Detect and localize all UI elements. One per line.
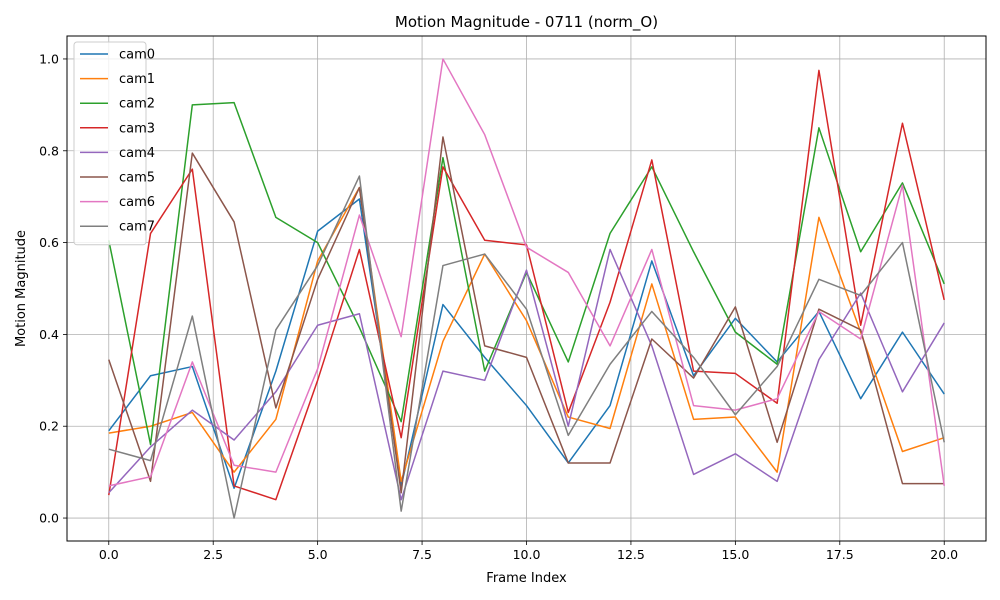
legend-label-cam3: cam3: [119, 121, 155, 136]
y-tick-label: 0.6: [39, 235, 59, 250]
y-axis-ticks: 0.0 0.2 0.4 0.6 0.8 1.0: [39, 51, 67, 526]
series-line-cam5: [108, 136, 945, 494]
legend-label-cam6: cam6: [119, 195, 155, 210]
legend-label-cam1: cam1: [119, 72, 155, 87]
series-line-cam3: [108, 69, 945, 501]
x-tick-label: 0.0: [99, 547, 119, 562]
legend-label-cam2: cam2: [119, 97, 155, 112]
series-lines: [108, 58, 945, 519]
legend-label-cam7: cam7: [119, 220, 155, 235]
series-line-cam0: [108, 198, 945, 489]
y-tick-label: 0.2: [39, 419, 59, 434]
chart-title: Motion Magnitude - 0711 (norm_O): [395, 13, 658, 32]
x-tick-label: 20.0: [930, 547, 958, 562]
y-tick-label: 0.4: [39, 327, 59, 342]
legend: cam0 cam1 cam2 cam3 cam4 cam5 cam6 cam7: [73, 41, 155, 246]
x-tick-label: 15.0: [721, 547, 749, 562]
y-tick-label: 1.0: [39, 51, 59, 66]
x-tick-label: 12.5: [617, 547, 645, 562]
x-tick-label: 7.5: [412, 547, 432, 562]
x-tick-label: 2.5: [203, 547, 223, 562]
y-axis-label: Motion Magnitude: [14, 230, 29, 347]
series-line-cam6: [108, 58, 945, 487]
x-tick-label: 17.5: [826, 547, 854, 562]
y-tick-label: 0.0: [39, 511, 59, 526]
legend-label-cam0: cam0: [119, 48, 155, 63]
x-tick-label: 5.0: [308, 547, 328, 562]
y-tick-label: 0.8: [39, 143, 59, 158]
legend-label-cam4: cam4: [119, 146, 155, 161]
x-axis-ticks: 0.0 2.5 5.0 7.5 10.0 12.5 15.0 17.5 20.0: [99, 541, 958, 562]
legend-label-cam5: cam5: [119, 171, 155, 186]
x-axis-label: Frame Index: [486, 571, 567, 586]
series-line-cam7: [108, 175, 945, 519]
x-tick-label: 10.0: [513, 547, 541, 562]
series-line-cam4: [108, 248, 945, 501]
legend-box: [73, 41, 147, 246]
